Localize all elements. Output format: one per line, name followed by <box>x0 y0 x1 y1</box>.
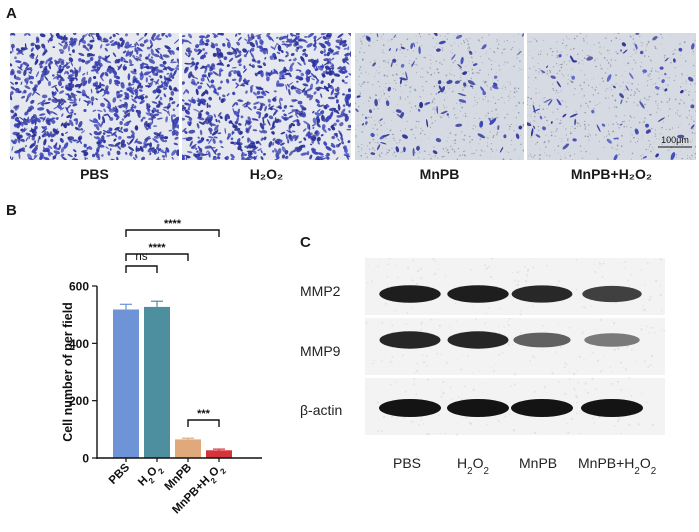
x-tick-label: PBS <box>107 461 132 486</box>
y-tick-label: 600 <box>69 280 89 294</box>
y-tick-label: 0 <box>82 452 89 466</box>
significance-bracket <box>126 230 219 237</box>
bar-h2o2 <box>144 307 170 458</box>
significance-label: ns <box>135 251 147 263</box>
significance-label: **** <box>148 242 166 254</box>
bar-mnpb-h2o2 <box>206 450 232 458</box>
y-axis-label: Cell number of per field <box>61 302 75 442</box>
x-tick-label: H2O2 <box>136 461 166 491</box>
bar-mnpb <box>175 439 201 458</box>
significance-label: *** <box>197 408 211 420</box>
significance-label: **** <box>164 218 182 230</box>
significance-bracket <box>126 266 157 273</box>
significance-bracket <box>188 420 219 427</box>
bar-pbs <box>113 310 139 459</box>
